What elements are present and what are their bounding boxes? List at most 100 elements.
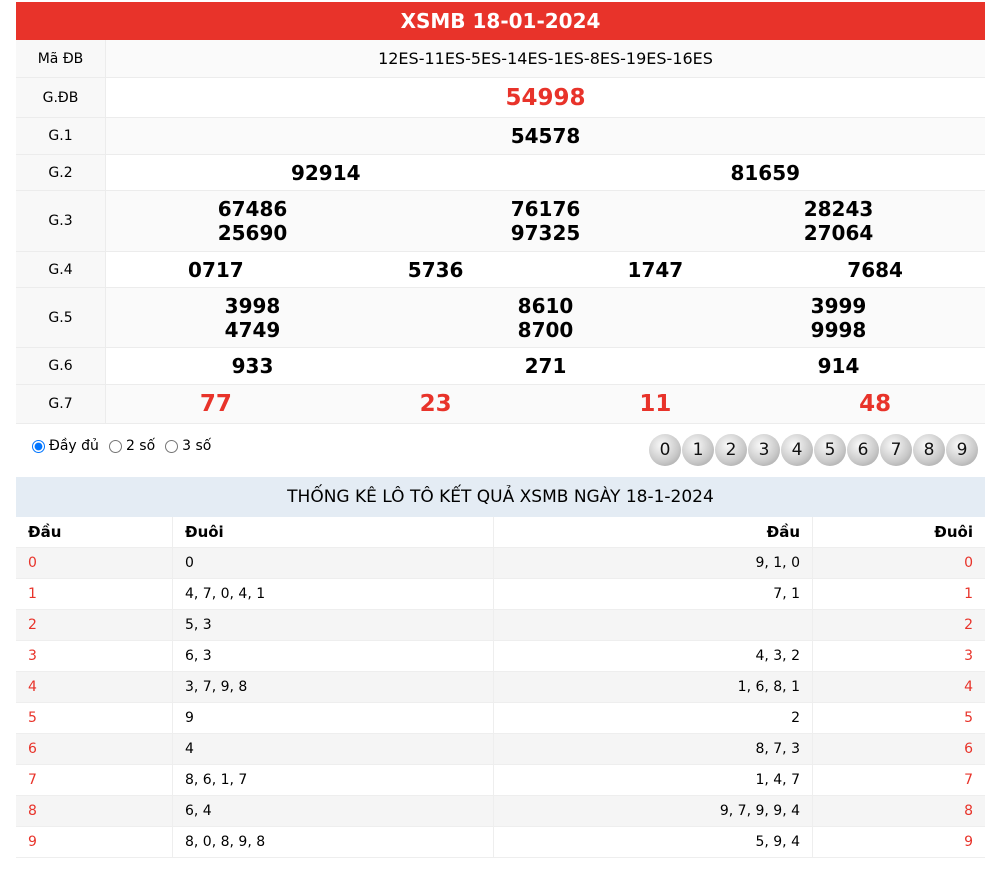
- number-ball-button[interactable]: 0: [649, 434, 681, 466]
- prize-label: G.3: [16, 191, 106, 251]
- prize-row: G.7 77 23 11 48: [16, 385, 985, 424]
- stats-cell: 6, 3: [172, 641, 493, 671]
- prize-number: 7684: [847, 257, 903, 282]
- prize-number: 0717: [188, 257, 244, 282]
- stats-cell: 4, 3, 2: [493, 641, 812, 671]
- stats-cell: 4: [812, 672, 985, 702]
- number-ball-button[interactable]: 2: [715, 434, 747, 466]
- stats-cell: 3, 7, 9, 8: [172, 672, 493, 702]
- prize-number: 3999: [810, 293, 867, 318]
- number-ball-button[interactable]: 4: [781, 434, 813, 466]
- prize-row: G.2 92914 81659: [16, 155, 985, 191]
- option-radio[interactable]: 2 số: [108, 438, 155, 454]
- option-radio[interactable]: Đầy đủ: [32, 438, 99, 454]
- prize-cell: 3999 9998: [692, 288, 985, 347]
- stats-header-row: Đầu Đuôi Đầu Đuôi: [16, 517, 985, 548]
- prize-number: 27064: [803, 221, 874, 245]
- stats-cell: 7: [28, 772, 37, 788]
- radio-input[interactable]: [32, 439, 45, 453]
- prize-cell: 12ES-11ES-5ES-14ES-1ES-8ES-19ES-16ES: [106, 40, 985, 77]
- prize-label: G.ĐB: [16, 78, 106, 117]
- stats-cell: 8, 6, 1, 7: [172, 765, 493, 795]
- column-header: Đuôi: [812, 517, 985, 547]
- prize-label: G.5: [16, 288, 106, 347]
- stats-cell: 5: [28, 710, 37, 726]
- prize-number: 23: [419, 391, 452, 417]
- prize-label: Mã ĐB: [16, 40, 106, 77]
- stats-cell: 6, 4: [172, 796, 493, 826]
- stats-title: THỐNG KÊ LÔ TÔ KẾT QUẢ XSMB NGÀY 18-1-20…: [16, 477, 985, 517]
- stats-cell: 6: [812, 734, 985, 764]
- prize-row: G.3 67486 25690 76176 97325 28243 27064: [16, 191, 985, 252]
- prize-number: 271: [524, 354, 567, 378]
- option-radio[interactable]: 3 số: [165, 438, 211, 454]
- number-ball-button[interactable]: 5: [814, 434, 846, 466]
- prize-cell: 81659: [546, 155, 986, 190]
- prize-number: 77: [199, 391, 232, 417]
- stats-cell: 4, 7, 0, 4, 1: [172, 579, 493, 609]
- prize-cell: 28243 27064: [692, 191, 985, 251]
- prize-row: G.5 3998 4749 8610 8700 3999 9998: [16, 288, 985, 348]
- prize-number: 4749: [224, 317, 281, 342]
- prize-number: 76176: [510, 197, 581, 221]
- number-ball-button[interactable]: 8: [913, 434, 945, 466]
- number-ball-button[interactable]: 9: [946, 434, 978, 466]
- prize-cell: 11: [546, 385, 766, 423]
- prize-cell: 933: [106, 348, 399, 384]
- stats-cell: 8: [812, 796, 985, 826]
- prize-row: Mã ĐB 12ES-11ES-5ES-14ES-1ES-8ES-19ES-16E…: [16, 40, 985, 78]
- prize-number: 12ES-11ES-5ES-14ES-1ES-8ES-19ES-16ES: [378, 48, 713, 68]
- stats-row: 2 5, 3 2: [16, 610, 985, 641]
- stats-cell: 3: [28, 648, 37, 664]
- number-ball-button[interactable]: 7: [880, 434, 912, 466]
- stats-cell: 0: [28, 555, 37, 571]
- number-ball-button[interactable]: 3: [748, 434, 780, 466]
- prize-row: G.1 54578: [16, 118, 985, 155]
- prize-row: G.ĐB 54998: [16, 78, 985, 118]
- stats-cell: [493, 610, 812, 640]
- radio-input[interactable]: [108, 439, 122, 453]
- prize-number: 54998: [505, 84, 586, 111]
- stats-cell: 1, 4, 7: [493, 765, 812, 795]
- prize-cell: 76176 97325: [399, 191, 692, 251]
- prize-cell: 77: [106, 385, 326, 423]
- prize-number: 28243: [803, 197, 874, 221]
- prize-number: 5736: [407, 257, 464, 282]
- stats-cell: 1: [28, 586, 37, 602]
- results-table: XSMB 18-01-2024 Mã ĐB 12ES-11ES-5ES-14ES-…: [16, 2, 985, 424]
- column-header: Đầu: [28, 523, 62, 541]
- prize-label: G.4: [16, 252, 106, 287]
- prize-label: G.6: [16, 348, 106, 384]
- prize-number: 8700: [517, 317, 574, 342]
- prize-number: 97325: [510, 221, 581, 245]
- prize-number: 81659: [730, 160, 801, 185]
- prize-number: 54578: [510, 124, 581, 148]
- prize-cell: 3998 4749: [106, 288, 399, 347]
- prize-cell: 8610 8700: [399, 288, 692, 347]
- stats-cell: 8, 0, 8, 9, 8: [172, 827, 493, 857]
- prize-label: G.2: [16, 155, 106, 190]
- prize-number: 9998: [810, 317, 867, 342]
- prize-number: 3998: [224, 293, 281, 318]
- prize-cell: 5736: [326, 252, 546, 287]
- stats-cell: 1: [812, 579, 985, 609]
- number-ball-button[interactable]: 1: [682, 434, 714, 466]
- prize-number: 933: [231, 354, 274, 378]
- prize-number: 11: [639, 391, 672, 417]
- prize-number: 8610: [517, 293, 574, 318]
- radio-input[interactable]: [165, 439, 179, 453]
- prize-cell: 7684: [765, 252, 985, 287]
- prize-cell: 92914: [106, 155, 546, 190]
- stats-cell: 7, 1: [493, 579, 812, 609]
- prize-number: 92914: [290, 160, 361, 185]
- number-ball-button[interactable]: 6: [847, 434, 879, 466]
- prize-number: 25690: [217, 221, 288, 245]
